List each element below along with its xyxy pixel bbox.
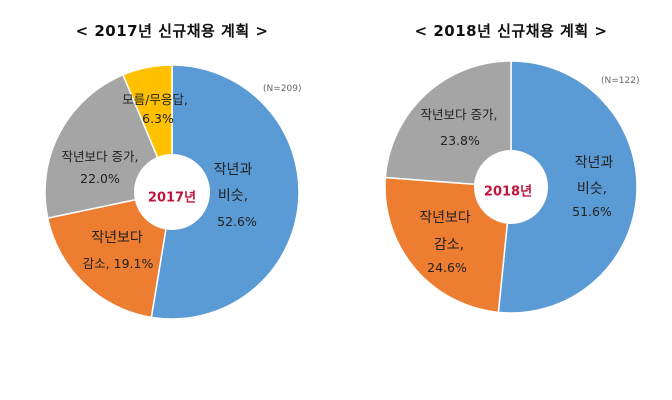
chart-title-2017: < 2017년 신규채용 계획 > bbox=[75, 22, 269, 40]
slice-label-same-2018: 비슷, bbox=[576, 181, 608, 197]
center-label-2017: 2017년 bbox=[147, 190, 197, 206]
slice-label-decrease-2018: 감소, bbox=[433, 237, 465, 253]
slice-label-decrease-2018: 작년보다 bbox=[419, 210, 471, 226]
slice-작년보다-감소 bbox=[46, 191, 173, 319]
slice-label-same-2017: 작년과 bbox=[213, 162, 253, 178]
slice-value-decrease-2018: 24.6% bbox=[427, 259, 467, 275]
slice-label-unknown-2017: 모름/무응답, bbox=[122, 91, 188, 107]
donut-2017 bbox=[44, 64, 300, 320]
sample-size-2018: (N=122) bbox=[601, 76, 640, 86]
slice-value-same-2018: 51.6% bbox=[572, 203, 612, 219]
slice-value-unknown-2017: 6.3% bbox=[142, 110, 174, 126]
slice-value-decrease-2017: 감소, 19.1% bbox=[82, 255, 154, 271]
donut-hole bbox=[474, 150, 548, 224]
slice-label-decrease-2017: 작년보다 bbox=[91, 230, 143, 246]
donut-2018 bbox=[384, 60, 638, 314]
slice-작년보다-증가 bbox=[384, 60, 512, 188]
slice-작년과-비슷 bbox=[497, 60, 638, 314]
chart-title-2018: < 2018년 신규채용 계획 > bbox=[414, 22, 608, 40]
slice-label-same-2018: 작년과 bbox=[574, 155, 614, 171]
donut-hole bbox=[134, 154, 210, 230]
slice-label-increase-2018: 작년보다 증가, bbox=[420, 106, 498, 122]
slice-label-same-2017: 비슷, bbox=[217, 188, 249, 204]
slice-value-increase-2017: 22.0% bbox=[80, 170, 120, 186]
slice-label-increase-2017: 작년보다 증가, bbox=[61, 148, 139, 164]
slice-value-increase-2018: 23.8% bbox=[440, 132, 480, 148]
slice-작년보다-감소 bbox=[384, 176, 512, 314]
center-label-2018: 2018년 bbox=[483, 184, 533, 200]
slice-value-same-2017: 52.6% bbox=[217, 213, 257, 229]
slice-작년과-비슷 bbox=[150, 64, 300, 320]
sample-size-2017: (N=209) bbox=[263, 84, 302, 94]
